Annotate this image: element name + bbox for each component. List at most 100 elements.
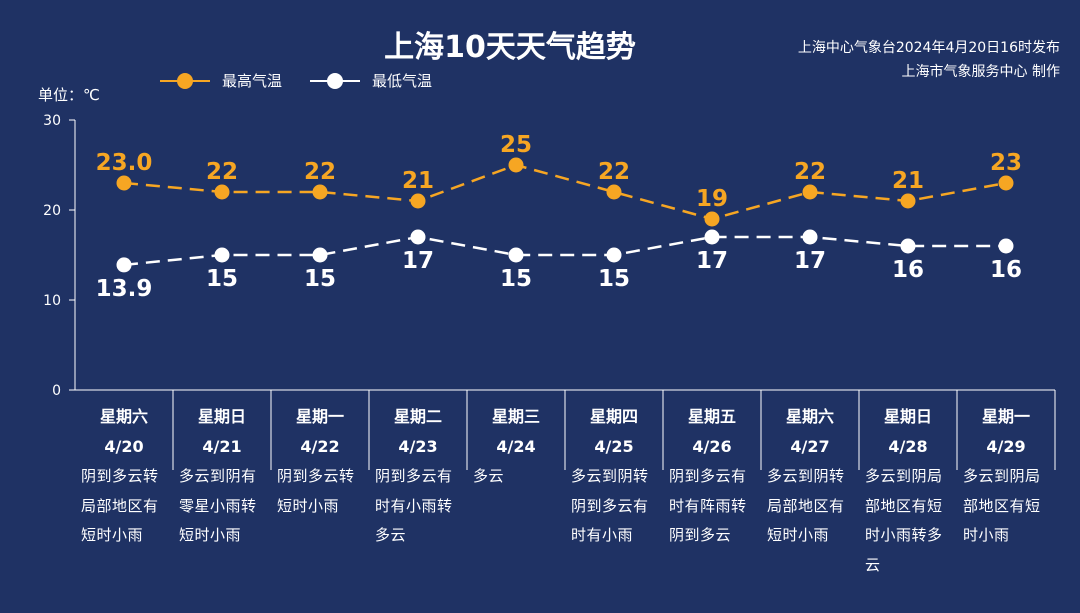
high-temp-label: 21: [892, 168, 924, 194]
weather-description-line: 部地区有短: [963, 496, 1041, 515]
weather-description-line: 短时小雨: [277, 496, 340, 515]
legend-low-marker: [310, 71, 360, 91]
y-tick-label: 0: [52, 383, 61, 399]
low-temp-line: [123, 235, 1006, 267]
low-temp-label: 13.9: [96, 276, 153, 302]
high-temp-label: 22: [206, 159, 238, 185]
x-category-date: 4/23: [398, 437, 437, 456]
x-category-weekday: 星期一: [296, 407, 344, 426]
high-temp-label: 23: [990, 150, 1022, 176]
high-temp-point: [998, 175, 1014, 191]
weather-description-line: 多云到阴局: [865, 467, 943, 485]
chart-title: 上海10天天气趋势: [384, 30, 636, 65]
weather-description-line: 多云到阴转: [767, 467, 845, 485]
x-category-date: 4/24: [496, 437, 535, 456]
weather-description: 多云到阴有零星小雨转短时小雨: [179, 462, 271, 551]
high-temp-label: 22: [794, 159, 826, 185]
x-category-weekday: 星期日: [198, 407, 246, 426]
high-temp-point: [704, 211, 720, 227]
low-temp-label: 15: [206, 266, 238, 292]
low-temp-point: [508, 247, 524, 263]
weather-description: 多云到阴转阴到多云有时有小雨: [571, 462, 663, 551]
low-temp-point: [214, 247, 230, 263]
high-temp-label: 22: [598, 159, 630, 185]
low-temp-label: 17: [794, 248, 826, 274]
low-temp-label: 17: [402, 248, 434, 274]
x-category-weekday: 星期二: [394, 407, 442, 426]
y-tick-label: 30: [43, 113, 61, 129]
weather-description-line: 阴到多云转: [277, 467, 355, 485]
weather-description-line: 短时小雨: [179, 526, 242, 544]
low-temp-point: [802, 229, 818, 245]
weather-description-line: 阴到多云有: [571, 496, 649, 515]
weather-description-line: 云: [865, 555, 881, 574]
weather-description-line: 多云到阴转: [571, 467, 649, 485]
weather-description-line: 部地区有短: [865, 496, 943, 515]
weather-description-line: 时小雨转多: [865, 526, 943, 544]
weather-description: 阴到多云有时有小雨转多云: [375, 462, 467, 551]
weather-description-line: 时有小雨: [571, 526, 634, 544]
weather-description-line: 多云到阴有: [179, 467, 257, 485]
high-temp-point: [508, 157, 524, 173]
source-line-publisher: 上海中心气象台2024年4月20日16时发布: [797, 40, 1060, 56]
low-temp-label: 15: [304, 266, 336, 292]
weather-description-line: 局部地区有: [81, 496, 159, 515]
weather-description-line: 零星小雨转: [179, 496, 257, 515]
weather-description: 阴到多云转 短时小雨: [277, 462, 369, 521]
legend-item-low: 最低气温: [310, 70, 432, 91]
legend-low-label: 最低气温: [372, 72, 433, 90]
weather-description-line: 时小雨: [963, 526, 1010, 544]
high-temp-point: [116, 175, 132, 191]
high-temp-point: [606, 184, 622, 200]
weather-description-line: 时有小雨转: [375, 496, 453, 515]
weather-description-line: 阴到多云: [669, 526, 732, 544]
high-temp-label: 19: [696, 186, 728, 212]
high-temp-point: [802, 184, 818, 200]
high-temp-point: [900, 193, 916, 209]
y-tick-label: 20: [43, 203, 61, 219]
low-temp-point: [900, 238, 916, 254]
x-category-weekday: 星期四: [590, 407, 638, 426]
weather-description-line: 多云: [375, 526, 407, 544]
weather-description-line: 时有阵雨转: [669, 496, 747, 515]
weather-description: 多云: [473, 462, 565, 492]
high-temp-label: 21: [402, 168, 434, 194]
high-temp-line: [123, 163, 1007, 221]
x-category-weekday: 星期日: [884, 407, 932, 426]
weather-description: 多云到阴局部地区有短时小雨: [963, 462, 1055, 551]
high-temp-label: 23.0: [96, 150, 153, 176]
weather-description-line: 短时小雨: [767, 526, 830, 544]
high-temp-point: [312, 184, 328, 200]
weather-description-line: 局部地区有: [767, 496, 845, 515]
low-temp-point: [410, 229, 426, 245]
low-temp-point: [116, 257, 132, 273]
low-temp-label: 17: [696, 248, 728, 274]
y-tick-label: 10: [43, 293, 61, 309]
unit-label: 单位：℃: [38, 86, 100, 104]
legend-high-label: 最高气温: [222, 72, 283, 90]
high-temp-label: 25: [500, 132, 532, 158]
low-temp-point: [704, 229, 720, 245]
low-temp-label: 15: [598, 266, 630, 292]
weather-description-line: 阴到多云有: [669, 467, 747, 485]
high-temp-point: [410, 193, 426, 209]
x-category-weekday: 星期五: [688, 407, 736, 426]
high-temp-label: 22: [304, 159, 336, 185]
x-category-weekday: 星期一: [982, 407, 1030, 426]
weather-description-line: 阴到多云有: [375, 467, 453, 485]
weather-description-line: 短时小雨: [81, 526, 144, 544]
x-category-date: 4/20: [104, 437, 143, 456]
x-category-date: 4/21: [202, 437, 241, 456]
weather-description-line: 多云到阴局: [963, 467, 1041, 485]
low-temp-point: [606, 247, 622, 263]
source-info: 上海中心气象台2024年4月20日16时发布 上海市气象服务中心 制作: [798, 36, 1060, 84]
weather-description: 多云到阴局部地区有短时小雨转多云: [865, 462, 957, 580]
legend-high-marker: [160, 71, 210, 91]
low-temp-point: [312, 247, 328, 263]
x-category-date: 4/26: [692, 437, 731, 456]
low-temp-label: 16: [990, 257, 1022, 283]
x-category-date: 4/27: [790, 437, 829, 456]
source-line-maker: 上海市气象服务中心 制作: [901, 64, 1060, 80]
